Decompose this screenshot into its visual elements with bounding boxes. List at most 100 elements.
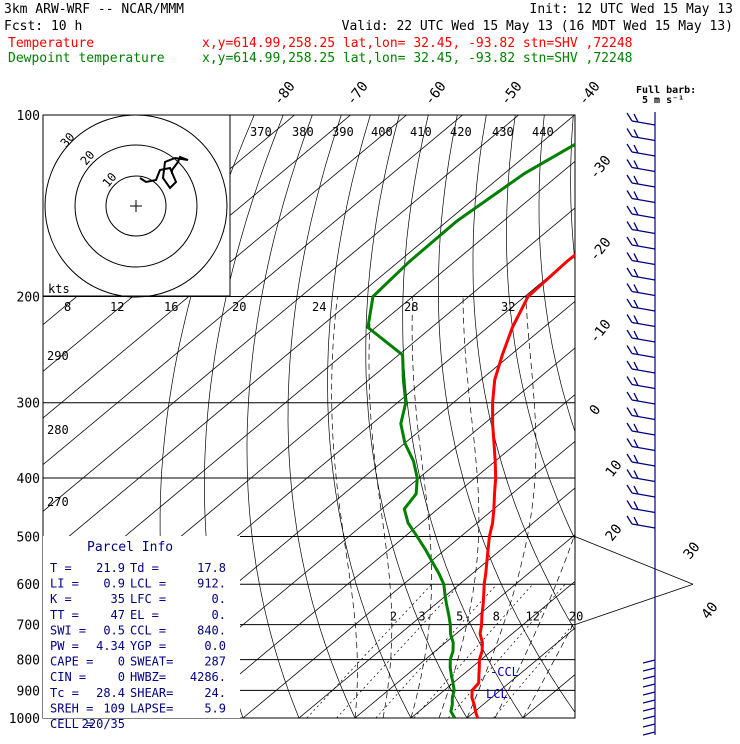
theta-side-label: 290	[47, 349, 69, 363]
dry-adiabat	[506, 115, 575, 541]
parcel-value: 47	[111, 608, 125, 622]
parcel-value: 4.34	[96, 639, 125, 653]
wind-barb	[626, 391, 656, 405]
parcel-value: 24.	[204, 686, 226, 700]
pressure-label: 1000	[9, 712, 40, 727]
wind-barb	[642, 731, 656, 736]
wind-barb	[642, 675, 656, 680]
parcel-value: 840.	[197, 623, 226, 637]
parcel-key: CELL =	[50, 717, 93, 731]
parcel-value: 35	[111, 592, 125, 606]
dry-adiabat	[660, 115, 740, 718]
parcel-info-title: Parcel Info	[87, 540, 173, 555]
wind-barbs	[626, 112, 656, 736]
parcel-value: 0.0	[204, 639, 226, 653]
dry-adiabat	[718, 115, 740, 718]
wind-barb	[626, 484, 656, 498]
isotherm-top-label: -40	[576, 79, 604, 109]
parcel-info-panel: Parcel Info T = 21.9 Td = 17.8 LI = 0.9 LCL = 9…	[43, 536, 240, 731]
wind-barb	[642, 683, 656, 688]
parcel-key: K =	[50, 592, 72, 606]
moist-adiabat	[494, 532, 575, 718]
isotherm-right-label: 20	[603, 521, 626, 544]
parcel-key: HWBZ=	[130, 670, 166, 684]
isotherm-line	[242, 440, 575, 718]
theta-label: 390	[332, 125, 354, 139]
pressure-label: 900	[17, 684, 40, 699]
dry-adiabat	[246, 115, 313, 718]
dry-adiabat	[287, 115, 356, 718]
parcel-key: LAPSE=	[130, 701, 173, 715]
wind-barb	[642, 691, 656, 696]
wind-barb	[642, 699, 656, 704]
parcel-value: 0.	[212, 608, 226, 622]
pressure-label: 400	[17, 472, 40, 487]
theta-label: 380	[292, 125, 314, 139]
isotherm-right-label: 0	[587, 402, 605, 418]
wind-barb	[626, 174, 656, 188]
wind-barb	[626, 345, 656, 359]
wind-barb	[626, 453, 656, 467]
legend-temperature-info: x,y=614.99,258.25 lat,lon= 32.45, -93.82…	[202, 36, 632, 51]
pressure-label: 300	[17, 397, 40, 412]
isotherm-line	[579, 115, 740, 718]
hodograph-units: kts	[48, 282, 70, 296]
moist-adiabat	[368, 296, 393, 718]
wind-barb	[626, 469, 656, 483]
pressure-label: 500	[17, 530, 40, 545]
wind-barb	[626, 500, 656, 514]
isotherm-line	[298, 487, 575, 718]
temperature-profile	[470, 253, 575, 718]
parcel-value: 912.	[197, 577, 226, 591]
wind-barb	[626, 422, 656, 436]
parcel-key: CAPE =	[50, 655, 93, 669]
parcel-value: 109	[103, 701, 125, 715]
parcel-key: PW =	[50, 639, 79, 653]
parcel-key: TT =	[50, 608, 79, 622]
pressure-label: 700	[17, 619, 40, 634]
parcel-key: SWEAT=	[130, 655, 173, 669]
isotherm-line	[186, 394, 575, 718]
parcel-key: CCL =	[130, 623, 166, 637]
isotherm-right-label: 10	[603, 457, 626, 480]
wind-barb	[626, 314, 656, 328]
parcel-value: 0	[118, 655, 125, 669]
model-name: 3km ARW-WRF -- NCAR/MMM	[4, 2, 184, 17]
wind-barb	[626, 267, 656, 281]
mixing-ratio-label: 3	[418, 610, 425, 624]
dry-adiabat	[365, 115, 468, 718]
isotherm-top-label: -50	[498, 79, 526, 109]
mixing-ratio-label: 8	[493, 610, 500, 624]
wind-barb	[626, 190, 656, 204]
wind-barb	[642, 667, 656, 672]
mixing-ratio-line	[447, 583, 566, 718]
dry-adiabat	[631, 115, 740, 718]
mixing-ratio-line	[306, 583, 433, 718]
wind-barb	[626, 143, 656, 157]
wind-barb	[626, 283, 656, 297]
wind-barb	[626, 407, 656, 421]
hodograph: kts 8 12 16 20 24 28 32 10 20 30	[42, 114, 515, 314]
wind-barb	[626, 329, 656, 343]
isotherm-right-label: -30	[587, 153, 615, 183]
isotherm-line	[43, 115, 519, 512]
parcel-key: CIN =	[50, 670, 86, 684]
speed-ring-16: 16	[164, 300, 178, 314]
isotherm-line	[410, 580, 575, 718]
parcel-key: YGP =	[130, 639, 166, 653]
forecast-hour: Fcst: 10 h	[4, 19, 82, 34]
parcel-value: 0	[118, 670, 125, 684]
speed-ring-20: 20	[232, 300, 246, 314]
isotherm-line	[43, 115, 407, 419]
moist-adiabat	[438, 296, 480, 718]
skew-extension	[574, 583, 694, 625]
pressure-label: 800	[17, 654, 40, 669]
parcel-key: Tc =	[50, 686, 79, 700]
legend-dewpoint-label: Dewpoint temperature	[8, 51, 165, 66]
theta-side-label: 280	[47, 423, 69, 437]
barb-legend-title: Full barb:	[636, 85, 696, 96]
isotherm-line	[522, 674, 575, 718]
parcel-key: LFC =	[130, 592, 166, 606]
isotherm-line	[43, 115, 575, 559]
legend-dewpoint-info: x,y=614.99,258.25 lat,lon= 32.45, -93.82…	[202, 51, 632, 66]
